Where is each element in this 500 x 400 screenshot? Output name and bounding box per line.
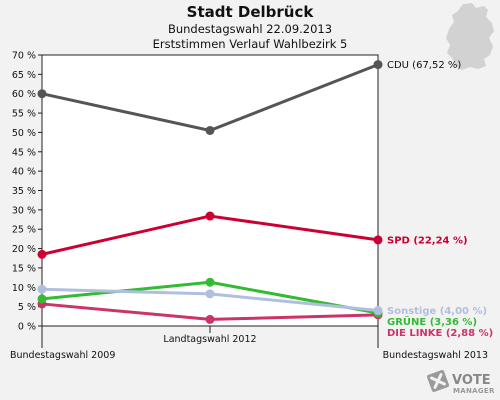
y-tick-label: 15 % <box>12 263 36 274</box>
brand-tagline: MANAGER <box>453 387 495 395</box>
y-tick-label: 50 % <box>12 128 36 139</box>
chart-subtitle-desc: Erststimmen Verlauf Wahlbezirk 5 <box>153 37 348 51</box>
y-axis: 0 % 5 % 10 % 15 % 20 % 25 % 30 % 35 % 40 % 45 % 50… <box>12 51 42 333</box>
y-tick-label: 30 % <box>12 205 36 216</box>
series-end-label: DIE LINKE (2,88 %) <box>387 328 493 339</box>
data-point <box>205 314 215 324</box>
series-end-label: Sonstige (4,00 %) <box>387 306 487 317</box>
germany-map-icon <box>446 3 494 70</box>
series-layer <box>37 60 383 324</box>
chart-title: Stadt Delbrück <box>187 3 315 21</box>
logo-mark <box>427 370 449 392</box>
data-point <box>37 294 47 304</box>
y-tick-label: 0 % <box>18 322 36 333</box>
series-end-label: CDU (67,52 %) <box>387 60 461 71</box>
vote-manager-logo: VOTE MANAGER <box>427 370 495 395</box>
data-point <box>205 211 215 221</box>
x-axis: Bundestagswahl 2009 Landtagswahl 2012 Bund… <box>10 326 488 361</box>
data-point <box>37 284 47 294</box>
x-tick-label: Bundestagswahl 2013 <box>383 350 488 361</box>
y-tick-label: 45 % <box>12 147 36 158</box>
y-tick-label: 40 % <box>12 167 36 178</box>
y-tick-label: 55 % <box>12 109 36 120</box>
y-tick-label: 10 % <box>12 283 36 294</box>
chart-subtitle-date: Bundestagswahl 22.09.2013 <box>168 22 332 36</box>
y-tick-label: 5 % <box>18 302 36 313</box>
series-end-label: SPD (22,24 %) <box>387 235 468 246</box>
data-point <box>205 125 215 135</box>
data-point <box>205 289 215 299</box>
data-point <box>37 249 47 259</box>
y-tick-label: 65 % <box>12 70 36 81</box>
y-tick-label: 70 % <box>12 51 36 62</box>
y-tick-label: 25 % <box>12 225 36 236</box>
brand-name: VOTE <box>452 373 491 388</box>
data-point <box>373 306 383 316</box>
data-point <box>37 89 47 99</box>
data-point <box>373 60 383 70</box>
series-end-label: GRÜNE (3,36 %) <box>387 314 477 328</box>
x-tick-label: Landtagswahl 2012 <box>163 334 256 345</box>
y-tick-label: 60 % <box>12 89 36 100</box>
end-labels: CDU (67,52 %) SPD (22,24 %) Sonstige (4,00… <box>387 60 493 339</box>
data-point <box>373 235 383 245</box>
data-point <box>205 277 215 287</box>
x-tick-label: Bundestagswahl 2009 <box>10 350 115 361</box>
y-tick-label: 20 % <box>12 244 36 255</box>
y-tick-label: 35 % <box>12 186 36 197</box>
